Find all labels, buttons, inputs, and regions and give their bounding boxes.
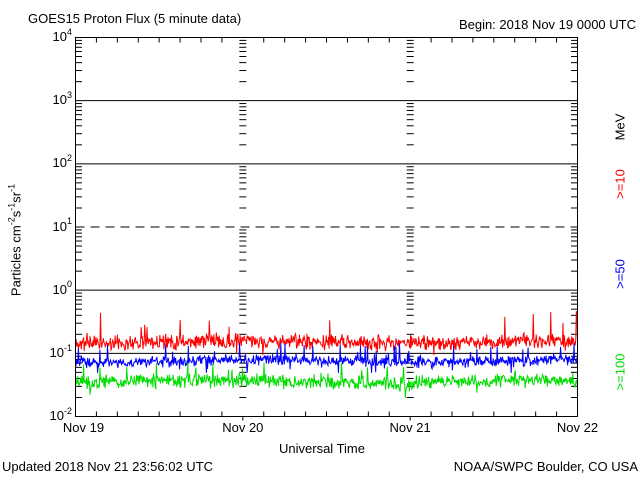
- chart-title: GOES15 Proton Flux (5 minute data): [28, 11, 242, 26]
- x-axis-label: Universal Time: [279, 441, 365, 456]
- x-tick-label-nov-20: Nov 20: [222, 420, 264, 435]
- y-tick-label-1e4: 104: [52, 26, 72, 44]
- series-gege10: [75, 310, 578, 356]
- x-tick-label-nov-22: Nov 22: [556, 420, 599, 435]
- x-tick-label-nov-19: Nov 19: [62, 420, 105, 435]
- y-axis-minor-ticks: [75, 39, 578, 398]
- y-tick-label-1e3: 103: [52, 89, 72, 108]
- time-minor-ticks: [95, 37, 558, 417]
- y-tick-label-1e-1: 10-1: [49, 342, 72, 360]
- day-boundary-tick-columns: [239, 39, 414, 421]
- legend-entry-10: >=10: [612, 169, 628, 199]
- data-series: [75, 310, 578, 399]
- legend-entry-50: >=50: [612, 259, 628, 289]
- legend-entry-100: >=100: [612, 353, 628, 391]
- updated-timestamp: Updated 2018 Nov 21 23:56:02 UTC: [2, 459, 214, 474]
- y-tick-label-1e2: 102: [52, 153, 72, 171]
- legend-unit-label: MeV: [612, 113, 628, 141]
- plot-border: [75, 37, 578, 417]
- x-tick-label-nov-21: Nov 21: [389, 420, 431, 435]
- source-attribution: NOAA/SWPC Boulder, CO USA: [453, 459, 638, 474]
- y-tick-label-1e-2: 10-2: [49, 405, 72, 423]
- series-gege100: [75, 362, 578, 399]
- series-gege50: [75, 343, 578, 373]
- begin-timestamp: Begin: 2018 Nov 19 0000 UTC: [458, 17, 636, 32]
- y-tick-label-1e1: 101: [52, 216, 72, 234]
- y-axis-label: Particles cm-2s-1sr-1: [6, 183, 24, 297]
- gridlines: [75, 100, 578, 354]
- y-tick-label-1e0: 100: [52, 279, 72, 297]
